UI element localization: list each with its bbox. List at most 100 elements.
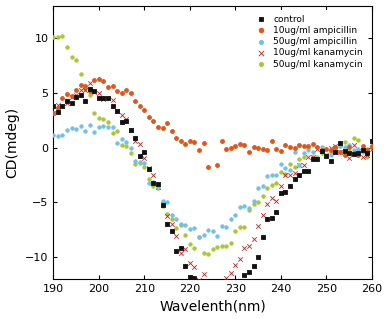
control [360,147,366,152]
50ug/ml ampicillin [64,128,70,133]
10ug/ml kanamycin [105,95,111,100]
control [287,183,293,188]
control [146,167,152,172]
10ug/ml kanamycin [305,154,311,160]
50ug/ml kanamycin [73,58,79,63]
control [364,151,371,156]
50ug/ml kanamycin [237,225,243,230]
10ug/ml ampicillin [118,90,125,95]
10ug/ml ampicillin [355,153,361,158]
50ug/ml kanamycin [87,92,93,97]
50ug/ml kanamycin [50,35,56,40]
10ug/ml ampicillin [155,125,161,130]
10ug/ml ampicillin [291,145,298,151]
control [273,210,279,215]
10ug/ml kanamycin [78,87,84,92]
50ug/ml ampicillin [201,232,207,237]
50ug/ml kanamycin [196,235,202,240]
control [87,86,93,91]
50ug/ml kanamycin [232,228,239,233]
50ug/ml ampicillin [319,144,325,149]
10ug/ml kanamycin [151,173,157,178]
10ug/ml kanamycin [96,91,102,96]
50ug/ml ampicillin [218,223,225,228]
50ug/ml ampicillin [168,212,175,217]
50ug/ml ampicillin [55,133,61,138]
control [64,98,70,103]
50ug/ml ampicillin [82,128,88,133]
control [241,273,248,278]
control [137,153,143,158]
50ug/ml ampicillin [364,146,371,152]
10ug/ml ampicillin [146,114,152,119]
control [50,103,56,108]
50ug/ml kanamycin [159,203,166,208]
10ug/ml ampicillin [205,165,211,170]
50ug/ml ampicillin [137,160,143,165]
50ug/ml kanamycin [132,162,139,167]
50ug/ml kanamycin [360,146,366,151]
50ug/ml kanamycin [287,161,293,166]
control [319,148,325,153]
10ug/ml ampicillin [141,107,147,112]
50ug/ml kanamycin [346,149,352,154]
50ug/ml kanamycin [255,199,261,204]
50ug/ml ampicillin [232,212,239,218]
10ug/ml kanamycin [59,103,66,108]
50ug/ml kanamycin [278,169,284,174]
50ug/ml kanamycin [118,142,125,147]
50ug/ml ampicillin [237,204,243,209]
10ug/ml kanamycin [137,142,143,147]
50ug/ml kanamycin [191,245,197,250]
10ug/ml kanamycin [346,156,352,161]
10ug/ml ampicillin [341,152,348,157]
10ug/ml ampicillin [128,91,134,96]
50ug/ml ampicillin [291,149,298,154]
10ug/ml kanamycin [337,149,343,154]
control [223,292,229,297]
50ug/ml ampicillin [314,155,320,160]
50ug/ml kanamycin [59,33,66,38]
10ug/ml kanamycin [50,110,56,115]
10ug/ml ampicillin [59,95,66,100]
50ug/ml kanamycin [173,225,179,230]
50ug/ml kanamycin [268,183,275,188]
50ug/ml ampicillin [333,148,339,153]
control [369,139,375,144]
50ug/ml ampicillin [341,145,348,150]
10ug/ml kanamycin [291,170,298,175]
control [305,169,311,174]
control [323,153,329,159]
10ug/ml kanamycin [141,156,147,161]
50ug/ml ampicillin [214,234,220,239]
50ug/ml ampicillin [282,166,289,171]
10ug/ml ampicillin [164,120,170,125]
control [55,109,61,114]
control [337,141,343,146]
control [164,221,170,226]
50ug/ml ampicillin [159,198,166,203]
10ug/ml ampicillin [50,111,56,116]
10ug/ml ampicillin [282,143,289,148]
10ug/ml ampicillin [246,150,252,155]
10ug/ml kanamycin [191,264,197,269]
10ug/ml ampicillin [260,147,266,152]
50ug/ml ampicillin [87,122,93,127]
50ug/ml kanamycin [223,244,229,249]
50ug/ml ampicillin [323,153,329,158]
10ug/ml kanamycin [109,97,116,102]
50ug/ml ampicillin [241,203,248,208]
10ug/ml ampicillin [91,78,97,83]
10ug/ml kanamycin [369,146,375,152]
50ug/ml ampicillin [173,217,179,222]
10ug/ml ampicillin [360,144,366,149]
10ug/ml kanamycin [360,154,366,160]
50ug/ml kanamycin [323,152,329,157]
10ug/ml ampicillin [251,145,257,150]
10ug/ml kanamycin [232,262,239,267]
50ug/ml ampicillin [132,159,139,164]
10ug/ml kanamycin [310,155,316,160]
10ug/ml kanamycin [214,286,220,292]
10ug/ml ampicillin [68,93,74,99]
50ug/ml ampicillin [273,172,279,177]
